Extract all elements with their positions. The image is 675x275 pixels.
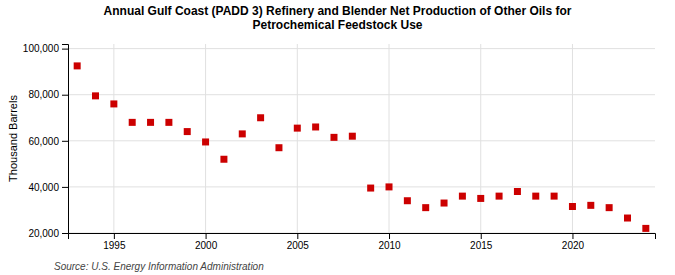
grid-line-y [68,186,655,187]
y-tick: 60,000 [28,136,68,147]
grid-line-x [480,44,481,233]
point [147,119,154,126]
point [606,204,613,211]
point [624,215,631,222]
y-tick-label: 100,000 [23,43,60,54]
point [275,144,282,151]
y-tick: 100,000 [23,43,68,54]
y-tick-mark [62,187,68,188]
y-tick-label: 20,000 [28,228,59,239]
points [74,62,650,231]
chart: 1995 2000 2005 2010 2015 2020 20,000 40,000 60,0… [0,0,675,275]
grid-line-y [68,48,655,49]
y-tick: 40,000 [28,182,68,193]
point [294,125,301,132]
x-tick-mark [206,233,207,239]
point [312,123,319,130]
point [551,193,558,200]
title: Annual Gulf Coast (PADD 3) Refinery and … [104,4,572,32]
x-axis-line [69,234,656,240]
point [367,185,374,192]
point [496,193,503,200]
point [386,183,393,190]
grid-line-y [68,140,655,141]
point [165,119,172,126]
y-tick-label: 40,000 [28,182,59,193]
y-tick-label: 80,000 [28,89,59,100]
point [532,193,539,200]
x-tick: 2020 [562,233,585,251]
x-tick-label: 1995 [103,240,126,251]
y-tick: 20,000 [28,228,68,239]
point [349,133,356,140]
grid-line-y [68,94,655,95]
x-tick-mark [481,233,482,239]
point [110,100,117,107]
point [422,204,429,211]
point [92,92,99,99]
y-tick-mark [62,141,68,142]
x-tick-label: 2000 [195,240,218,251]
x-tick-label: 2010 [378,240,401,251]
y-tick-mark [62,95,68,96]
point [257,114,264,121]
point [129,119,136,126]
point [202,138,209,145]
grid-line-x [297,44,298,233]
grid-line-x [113,44,114,233]
x-tick-label: 2005 [287,240,310,251]
x-tick-label: 2020 [562,240,585,251]
x-tick: 2015 [470,233,493,251]
point [459,193,466,200]
plot: 1995 2000 2005 2010 2015 2020 20,000 40,000 60,0… [23,43,656,251]
x-tick-label: 2015 [470,240,493,251]
grid-line-x [389,44,390,233]
x-tick-mark [389,233,390,239]
y-tick: 80,000 [28,89,68,100]
x-axis: 1995 2000 2005 2010 2015 2020 [69,233,656,251]
point [239,130,246,137]
y-tick-label: 60,000 [28,136,59,147]
y-tick-mark [62,233,68,234]
x-tick: 2000 [195,233,218,251]
x-tick-mark [114,233,115,239]
point [184,128,191,135]
point [569,203,576,210]
point [441,200,448,207]
point [477,195,484,202]
y-axis-line [62,45,69,234]
source: Source: U.S. Energy Information Administ… [54,261,264,272]
x-tick: 2005 [287,233,310,251]
point [404,197,411,204]
point [514,188,521,195]
point [642,225,649,232]
point [587,202,594,209]
y-axis-title: Thousand Barrels [7,95,19,182]
x-tick-mark [297,233,298,239]
x-tick: 2010 [378,233,401,251]
point [330,134,337,141]
x-tick-mark [572,233,573,239]
point [220,156,227,163]
point [74,62,81,69]
y-axis: 20,000 40,000 60,000 80,000 100,000 [23,43,69,238]
y-tick-mark [62,49,68,50]
x-tick: 1995 [103,233,126,251]
grid [68,44,655,233]
